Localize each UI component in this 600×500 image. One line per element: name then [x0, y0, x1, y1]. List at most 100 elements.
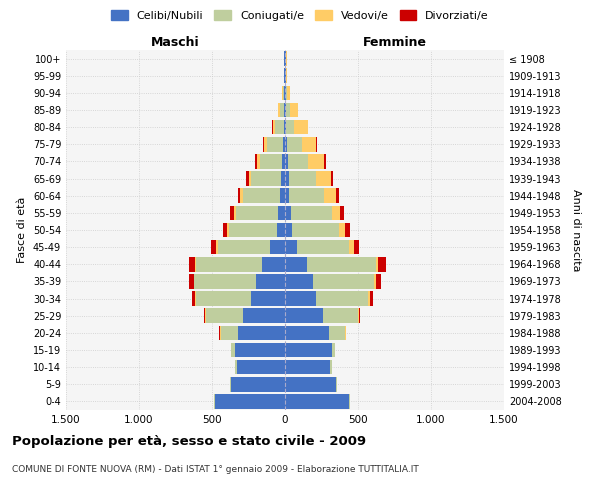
- Bar: [281, 172, 285, 186]
- Bar: [285, 137, 287, 152]
- Bar: [316, 137, 317, 152]
- Bar: [195, 257, 196, 272]
- Bar: [359, 308, 360, 323]
- Bar: [285, 52, 286, 66]
- Bar: [256, 274, 285, 288]
- Bar: [307, 257, 376, 272]
- Bar: [255, 154, 257, 168]
- Bar: [257, 154, 260, 168]
- Bar: [230, 206, 234, 220]
- Bar: [287, 137, 302, 152]
- Bar: [316, 292, 368, 306]
- Bar: [286, 52, 287, 66]
- Text: Maschi: Maschi: [151, 36, 200, 49]
- Bar: [345, 326, 346, 340]
- Bar: [283, 137, 285, 152]
- Bar: [284, 120, 285, 134]
- Bar: [238, 326, 285, 340]
- Bar: [291, 206, 332, 220]
- Bar: [251, 292, 285, 306]
- Bar: [223, 222, 227, 238]
- Bar: [302, 137, 316, 152]
- Bar: [260, 154, 282, 168]
- Bar: [251, 172, 281, 186]
- Y-axis label: Anni di nascita: Anni di nascita: [571, 188, 581, 271]
- Bar: [285, 240, 296, 254]
- Bar: [325, 154, 326, 168]
- Bar: [238, 188, 241, 203]
- Bar: [288, 154, 308, 168]
- Bar: [231, 342, 235, 357]
- Legend: Celibi/Nubili, Coniugati/e, Vedovi/e, Divorziati/e: Celibi/Nubili, Coniugati/e, Vedovi/e, Di…: [107, 6, 493, 25]
- Bar: [227, 222, 229, 238]
- Bar: [285, 188, 289, 203]
- Bar: [285, 154, 288, 168]
- Bar: [285, 274, 313, 288]
- Bar: [290, 102, 298, 118]
- Bar: [196, 292, 251, 306]
- Bar: [325, 188, 336, 203]
- Bar: [323, 308, 358, 323]
- Bar: [271, 240, 285, 254]
- Bar: [285, 360, 330, 374]
- Bar: [336, 377, 337, 392]
- Bar: [211, 240, 217, 254]
- Bar: [218, 240, 271, 254]
- Bar: [206, 308, 242, 323]
- Bar: [278, 102, 280, 118]
- Bar: [353, 240, 359, 254]
- Bar: [204, 308, 205, 323]
- Bar: [349, 240, 353, 254]
- Bar: [289, 188, 325, 203]
- Bar: [190, 274, 194, 288]
- Bar: [287, 86, 290, 100]
- Bar: [374, 274, 376, 288]
- Text: Popolazione per età, sesso e stato civile - 2009: Popolazione per età, sesso e stato civil…: [12, 435, 366, 448]
- Text: COMUNE DI FONTE NUOVA (RM) - Dati ISTAT 1° gennaio 2009 - Elaborazione TUTTITALI: COMUNE DI FONTE NUOVA (RM) - Dati ISTAT …: [12, 465, 419, 474]
- Bar: [345, 222, 350, 238]
- Bar: [316, 172, 331, 186]
- Bar: [285, 172, 289, 186]
- Bar: [263, 137, 264, 152]
- Bar: [272, 120, 275, 134]
- Bar: [329, 326, 345, 340]
- Bar: [264, 137, 267, 152]
- Bar: [295, 120, 308, 134]
- Bar: [358, 308, 359, 323]
- Bar: [234, 206, 236, 220]
- Bar: [296, 240, 349, 254]
- Text: Femmine: Femmine: [362, 36, 427, 49]
- Bar: [196, 257, 262, 272]
- Bar: [283, 86, 284, 100]
- Bar: [205, 308, 206, 323]
- Bar: [235, 360, 237, 374]
- Bar: [248, 172, 251, 186]
- Bar: [280, 188, 285, 203]
- Bar: [285, 257, 307, 272]
- Bar: [308, 154, 325, 168]
- Bar: [237, 360, 285, 374]
- Bar: [285, 222, 292, 238]
- Bar: [236, 206, 278, 220]
- Bar: [235, 342, 285, 357]
- Bar: [285, 68, 286, 83]
- Bar: [215, 394, 285, 408]
- Bar: [220, 326, 221, 340]
- Bar: [349, 394, 350, 408]
- Bar: [289, 172, 316, 186]
- Bar: [286, 120, 295, 134]
- Bar: [286, 102, 290, 118]
- Bar: [292, 222, 339, 238]
- Bar: [229, 222, 277, 238]
- Bar: [332, 342, 335, 357]
- Bar: [285, 377, 336, 392]
- Bar: [285, 342, 332, 357]
- Bar: [267, 137, 283, 152]
- Bar: [284, 52, 285, 66]
- Bar: [376, 274, 380, 288]
- Bar: [285, 292, 316, 306]
- Bar: [230, 377, 231, 392]
- Bar: [313, 274, 374, 288]
- Bar: [262, 257, 285, 272]
- Bar: [282, 154, 285, 168]
